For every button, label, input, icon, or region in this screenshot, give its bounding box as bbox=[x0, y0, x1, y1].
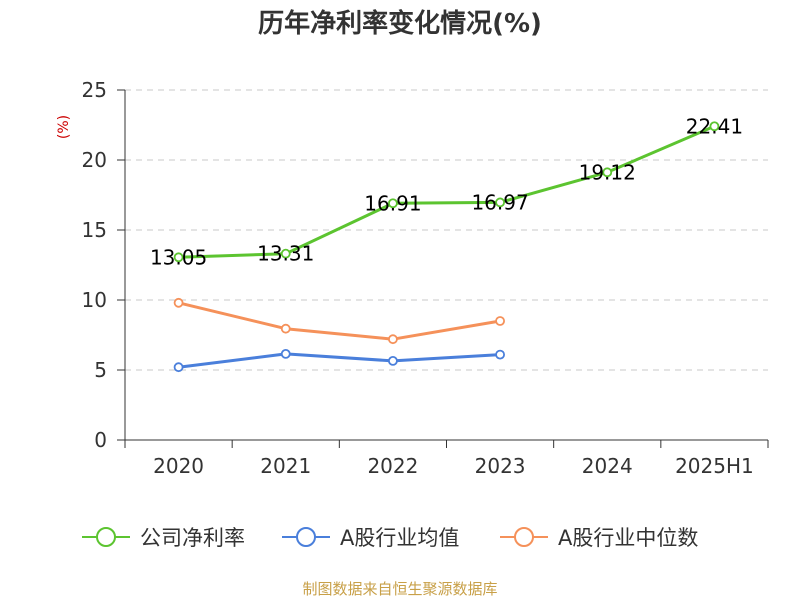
x-tick-label: 2020 bbox=[153, 454, 204, 478]
y-axis-ticks: 0 5 10 15 20 25 bbox=[82, 78, 125, 452]
series-line-0 bbox=[178, 124, 715, 259]
legend: 公司净利率 A股行业均值 A股行业中位数 bbox=[82, 526, 698, 550]
data-point bbox=[495, 197, 505, 208]
data-point bbox=[709, 121, 720, 132]
data-label: 16.97 bbox=[471, 190, 528, 214]
source-note: 制图数据来自恒生聚源数据库 bbox=[302, 580, 497, 598]
legend-marker bbox=[96, 527, 116, 547]
grid-lines bbox=[125, 89, 768, 371]
data-point bbox=[388, 334, 398, 345]
data-point bbox=[388, 355, 398, 366]
data-label: 13.05 bbox=[150, 245, 207, 269]
data-point bbox=[602, 167, 613, 178]
legend-marker bbox=[514, 527, 534, 547]
y-tick-label: 0 bbox=[94, 428, 107, 452]
y-tick-label: 25 bbox=[82, 78, 107, 102]
axes bbox=[124, 90, 768, 441]
legend-marker bbox=[296, 527, 316, 547]
series-line-1 bbox=[178, 352, 501, 369]
series-line-2 bbox=[178, 301, 501, 341]
data-label: 19.12 bbox=[579, 160, 636, 184]
data-point bbox=[280, 248, 291, 259]
legend-label: A股行业中位数 bbox=[558, 526, 698, 550]
data-point bbox=[280, 323, 291, 334]
data-point bbox=[495, 349, 505, 360]
y-tick-label: 15 bbox=[82, 218, 107, 242]
y-tick-label: 5 bbox=[94, 358, 107, 382]
x-tick-label: 2025H1 bbox=[675, 454, 754, 478]
x-tick-label: 2024 bbox=[582, 454, 633, 478]
data-point bbox=[280, 348, 291, 359]
data-label: 16.91 bbox=[364, 191, 421, 215]
data-point bbox=[495, 316, 505, 326]
legend-label: 公司净利率 bbox=[140, 526, 245, 550]
data-label: 13.31 bbox=[257, 242, 314, 266]
x-axis-ticks: 2020 2021 2022 2023 2024 2025H1 bbox=[124, 440, 769, 478]
legend-label: A股行业均值 bbox=[340, 526, 459, 550]
y-tick-label: 20 bbox=[82, 148, 107, 172]
series-group: 13.05 13.31 16.91 16.97 19.12 22.41 bbox=[150, 114, 743, 373]
x-tick-label: 2022 bbox=[367, 454, 418, 478]
chart-title: 历年净利率变化情况(%) bbox=[258, 8, 542, 39]
data-point bbox=[173, 297, 184, 308]
data-point bbox=[388, 198, 398, 209]
x-tick-label: 2023 bbox=[475, 454, 526, 478]
data-label: 22.41 bbox=[686, 114, 743, 138]
y-tick-label: 10 bbox=[82, 288, 107, 312]
y-axis-unit: (%) bbox=[56, 115, 72, 139]
data-point bbox=[173, 252, 184, 263]
data-point bbox=[173, 362, 184, 373]
x-tick-label: 2021 bbox=[260, 454, 311, 478]
